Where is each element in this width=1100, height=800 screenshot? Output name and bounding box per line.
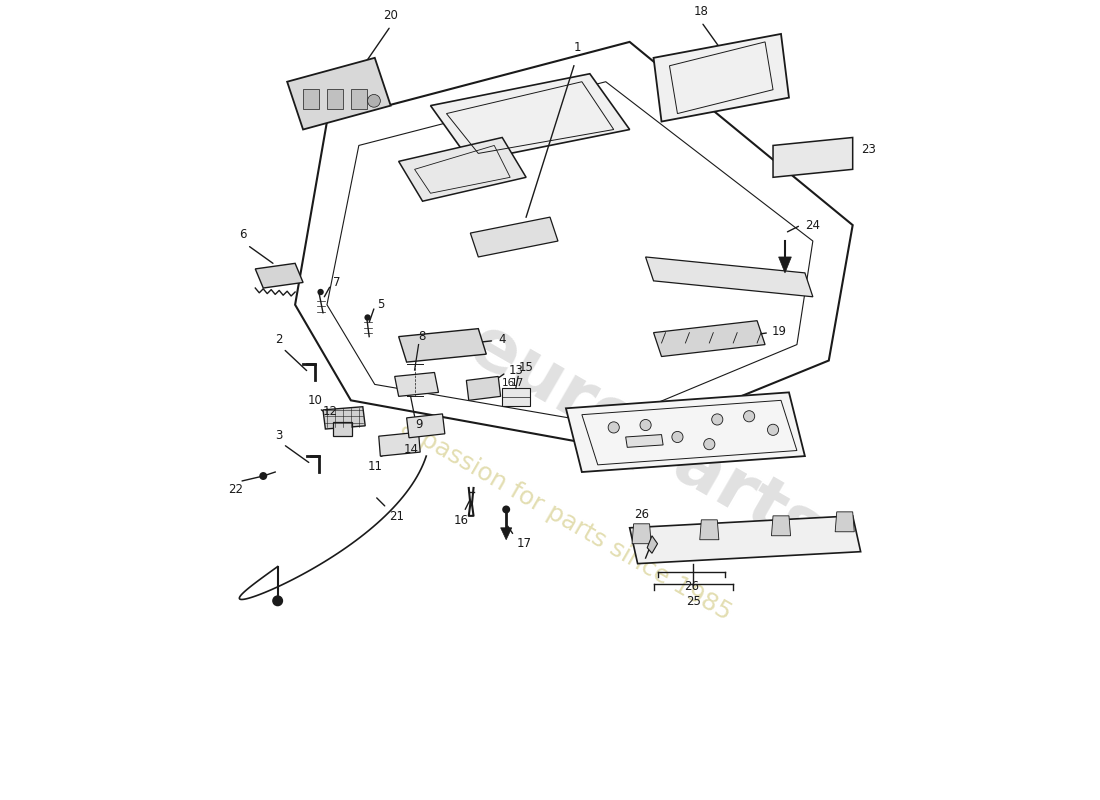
Text: 2: 2 bbox=[275, 333, 283, 346]
Text: 3: 3 bbox=[275, 429, 283, 442]
Polygon shape bbox=[647, 536, 658, 554]
Circle shape bbox=[367, 94, 381, 107]
Polygon shape bbox=[835, 512, 855, 532]
Text: 24: 24 bbox=[805, 218, 820, 232]
Polygon shape bbox=[398, 329, 486, 362]
Polygon shape bbox=[632, 524, 651, 544]
Text: 17: 17 bbox=[517, 538, 531, 550]
Bar bbox=[327, 89, 343, 109]
Bar bbox=[304, 89, 319, 109]
Text: 26: 26 bbox=[634, 509, 649, 522]
Text: 14: 14 bbox=[404, 442, 419, 455]
Text: 4: 4 bbox=[498, 333, 506, 346]
Polygon shape bbox=[629, 516, 860, 564]
Circle shape bbox=[744, 410, 755, 422]
Polygon shape bbox=[773, 138, 852, 178]
Polygon shape bbox=[565, 392, 805, 472]
Text: a passion for parts since 1985: a passion for parts since 1985 bbox=[396, 415, 736, 625]
Polygon shape bbox=[653, 34, 789, 122]
Polygon shape bbox=[500, 528, 512, 540]
Text: 1: 1 bbox=[574, 41, 582, 54]
FancyBboxPatch shape bbox=[503, 388, 530, 406]
Text: 21: 21 bbox=[389, 510, 404, 523]
Text: 13: 13 bbox=[508, 364, 524, 378]
Circle shape bbox=[318, 289, 323, 295]
Text: 19: 19 bbox=[771, 325, 786, 338]
Circle shape bbox=[640, 419, 651, 430]
Text: 17: 17 bbox=[512, 378, 525, 388]
Polygon shape bbox=[255, 263, 304, 288]
Text: 20: 20 bbox=[383, 9, 398, 22]
Polygon shape bbox=[287, 58, 390, 130]
Text: 9: 9 bbox=[416, 418, 422, 431]
Text: 12: 12 bbox=[322, 405, 338, 418]
Bar bbox=[332, 422, 352, 436]
Polygon shape bbox=[471, 217, 558, 257]
Polygon shape bbox=[779, 257, 791, 273]
Text: 16: 16 bbox=[503, 378, 516, 388]
Polygon shape bbox=[407, 414, 444, 438]
Text: 25: 25 bbox=[686, 595, 701, 609]
Circle shape bbox=[260, 472, 267, 480]
Circle shape bbox=[364, 314, 371, 321]
Text: 22: 22 bbox=[228, 483, 243, 496]
Polygon shape bbox=[378, 432, 420, 456]
Circle shape bbox=[768, 424, 779, 435]
Text: 16: 16 bbox=[453, 514, 469, 527]
Text: 8: 8 bbox=[419, 330, 426, 343]
Text: 11: 11 bbox=[367, 460, 383, 473]
Text: 23: 23 bbox=[860, 143, 876, 156]
Circle shape bbox=[273, 596, 283, 606]
Polygon shape bbox=[626, 434, 663, 447]
Text: 15: 15 bbox=[519, 361, 534, 374]
Text: 10: 10 bbox=[308, 394, 322, 406]
Polygon shape bbox=[466, 377, 500, 400]
Polygon shape bbox=[398, 138, 526, 202]
Polygon shape bbox=[646, 257, 813, 297]
Bar bbox=[351, 89, 366, 109]
Text: 26: 26 bbox=[684, 579, 700, 593]
Polygon shape bbox=[771, 516, 791, 536]
Circle shape bbox=[712, 414, 723, 425]
Circle shape bbox=[608, 422, 619, 433]
Circle shape bbox=[704, 438, 715, 450]
Circle shape bbox=[503, 506, 510, 514]
Text: 18: 18 bbox=[694, 5, 708, 18]
Polygon shape bbox=[700, 520, 719, 540]
Circle shape bbox=[672, 431, 683, 442]
Text: europarts: europarts bbox=[455, 310, 836, 570]
Polygon shape bbox=[395, 373, 439, 396]
Polygon shape bbox=[653, 321, 766, 357]
Text: 5: 5 bbox=[377, 298, 385, 311]
Polygon shape bbox=[323, 406, 365, 429]
Text: 6: 6 bbox=[240, 228, 248, 241]
Polygon shape bbox=[430, 74, 629, 162]
Text: 7: 7 bbox=[333, 276, 341, 289]
